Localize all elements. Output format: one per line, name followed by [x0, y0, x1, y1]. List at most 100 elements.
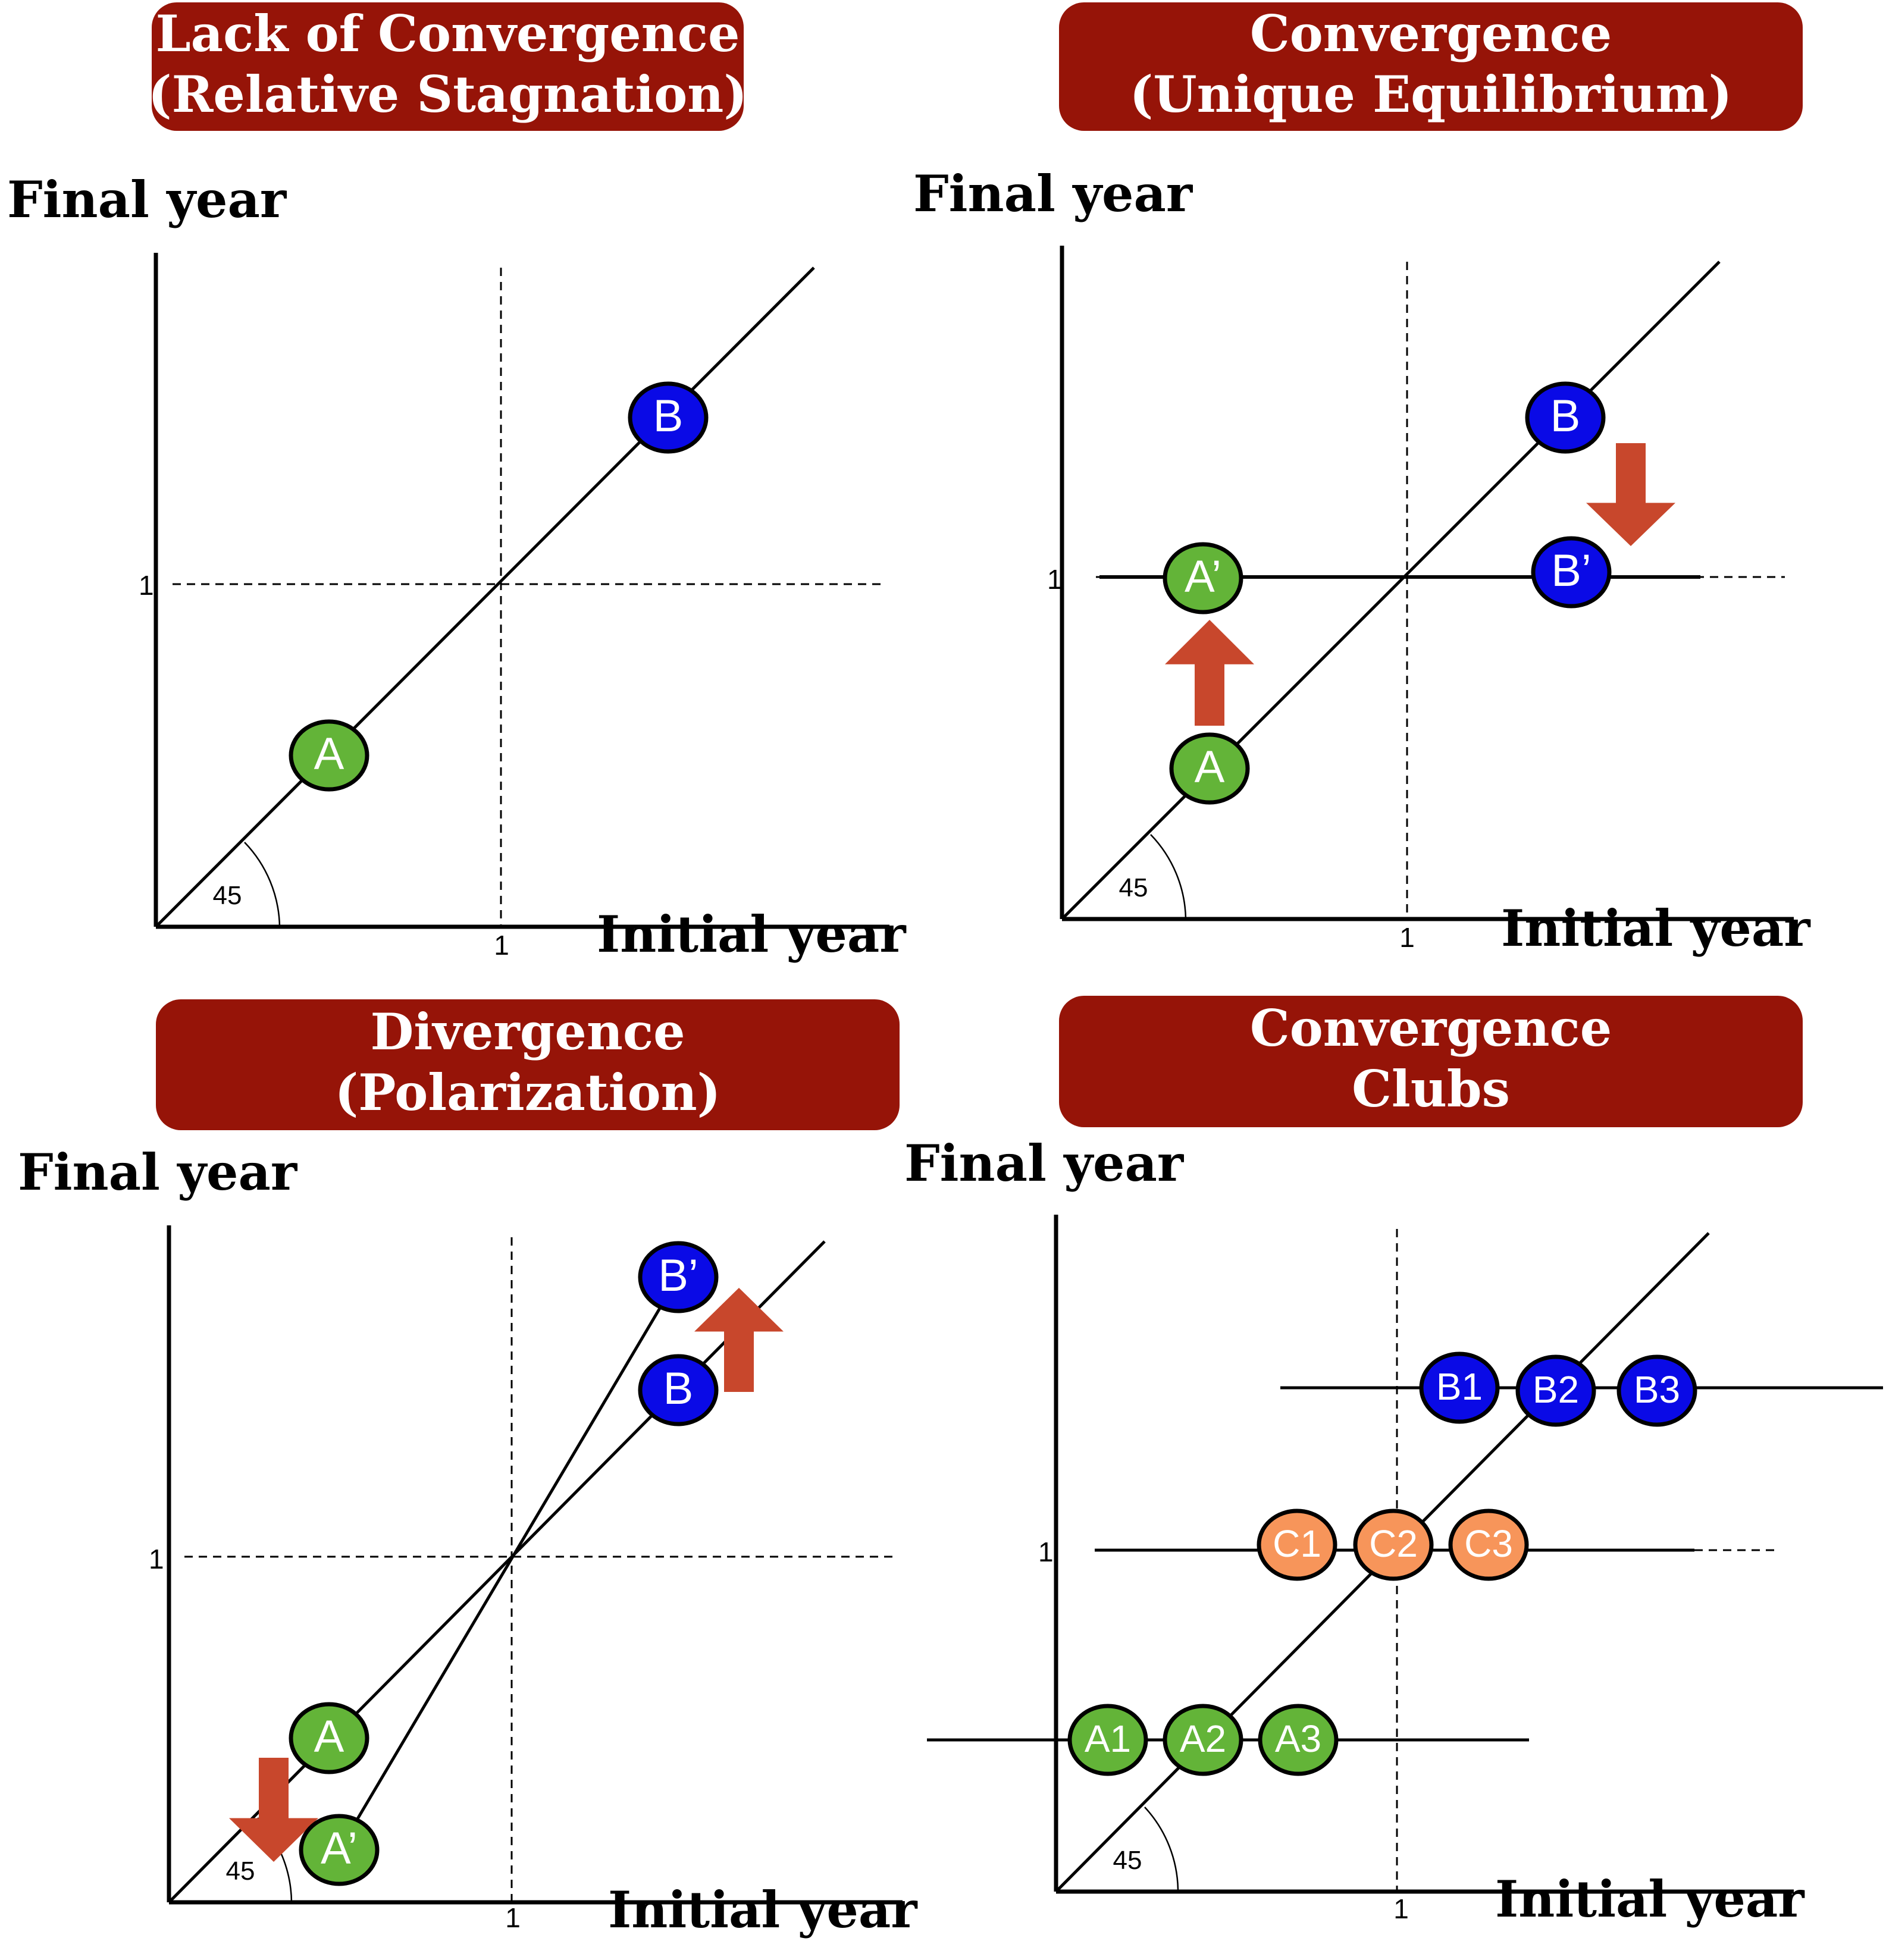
node-label: B’: [1551, 545, 1591, 596]
y-tick-label: 1: [1047, 564, 1063, 595]
node-circle: [1257, 1509, 1337, 1581]
angle-label: 45: [1113, 1846, 1142, 1875]
panel-title-box: [152, 2, 744, 131]
node-a: A: [289, 1702, 369, 1774]
node-b1: B1: [1419, 1351, 1500, 1424]
node-circle: [299, 1814, 380, 1886]
y-axis-label: Final year: [18, 1143, 298, 1202]
forty-five-degree-line: [155, 266, 815, 928]
down-arrow: [1586, 443, 1675, 546]
node-label: A’: [321, 1823, 358, 1874]
panel-divergence: Divergence(Polarization) 45 Final year Init…: [18, 999, 918, 1939]
node-circle: [1258, 1704, 1339, 1776]
x-tick-label: 1: [1399, 922, 1415, 953]
y-tick-label: 1: [149, 1544, 164, 1575]
y-tick-label: 1: [1038, 1536, 1054, 1567]
angle-label: 45: [1119, 873, 1148, 902]
node-circle: [1616, 1354, 1697, 1427]
y-axis-label: Final year: [904, 1134, 1185, 1193]
node-circle: [1353, 1509, 1434, 1581]
panel-title-line: (Relative Stagnation): [148, 65, 747, 124]
node-a: A: [1169, 732, 1250, 805]
node-label: B: [1550, 391, 1581, 441]
node-circle: [289, 1702, 369, 1774]
x-axis-label: Initial year: [608, 1880, 918, 1939]
angle-arc: [1150, 834, 1187, 920]
node-label: A: [1195, 742, 1225, 792]
angle-label: 45: [213, 881, 242, 910]
panel-lack: Lack of Convergence(Relative Stagnation)…: [7, 2, 907, 964]
angle-arc: [244, 842, 281, 927]
y-tick-label: 1: [139, 570, 154, 601]
x-tick-label: 1: [494, 930, 509, 961]
panel-convergence: Convergence(Unique Equilibrium) 45 Final y…: [913, 2, 1811, 958]
node-label: B3: [1634, 1368, 1680, 1411]
node-b3: B3: [1616, 1354, 1697, 1427]
node-circle: [1163, 1704, 1243, 1776]
node-circle: [1163, 542, 1243, 614]
node-label: C1: [1273, 1522, 1321, 1565]
node-label: C3: [1464, 1522, 1513, 1565]
node-c3: C3: [1448, 1509, 1529, 1581]
node-circle: [1067, 1704, 1148, 1776]
node-label: A1: [1085, 1717, 1131, 1760]
node-a3: A3: [1258, 1704, 1339, 1776]
panel-title-box: [1059, 996, 1803, 1127]
x-tick-label: 1: [1393, 1893, 1409, 1924]
node-circle: [1419, 1351, 1500, 1424]
node-a: A: [289, 719, 369, 792]
angle-label: 45: [226, 1856, 255, 1886]
node-circle: [1448, 1509, 1529, 1581]
panel-title-line: (Unique Equilibrium): [1130, 65, 1733, 124]
node-circle: [638, 1241, 719, 1313]
node-c1: C1: [1257, 1509, 1337, 1581]
x-axis-label: Initial year: [597, 905, 907, 964]
node-label: B: [653, 391, 684, 441]
x-tick-label: 1: [505, 1902, 521, 1933]
down-arrow: [229, 1758, 318, 1862]
panel-title-box: [156, 999, 900, 1130]
node-c2: C2: [1353, 1509, 1434, 1581]
panel-title-line: (Polarization): [335, 1063, 721, 1122]
node-b: B: [638, 1354, 719, 1426]
node-a-prime: A’: [1163, 542, 1243, 614]
node-label: B: [663, 1363, 694, 1414]
angle-arc: [1144, 1807, 1179, 1892]
node-circle: [289, 719, 369, 792]
panel-title-box: [1059, 2, 1803, 131]
node-label: C2: [1369, 1522, 1418, 1565]
up-arrow: [694, 1288, 784, 1392]
up-arrow: [1165, 620, 1254, 726]
node-a1: A1: [1067, 1704, 1148, 1776]
steep-divergence-line: [337, 1276, 680, 1851]
node-label: B2: [1533, 1368, 1579, 1411]
node-label: A: [314, 1711, 344, 1762]
node-circle: [638, 1354, 719, 1426]
x-axis-label: Initial year: [1501, 899, 1811, 958]
node-b-prime: B’: [1531, 536, 1612, 609]
node-b: B: [628, 381, 709, 454]
node-circle: [1531, 536, 1612, 609]
node-circle: [1515, 1354, 1596, 1427]
node-a2: A2: [1163, 1704, 1243, 1776]
x-axis-label: Initial year: [1495, 1870, 1805, 1928]
panel-title-line: Clubs: [1352, 1059, 1510, 1118]
node-label: B’: [658, 1250, 698, 1301]
node-b: B: [1525, 381, 1606, 454]
panel-title-line: Divergence: [370, 1002, 685, 1061]
forty-five-degree-line: [1061, 261, 1721, 920]
panel-title-line: Lack of Convergence: [156, 4, 740, 63]
node-label: A’: [1185, 551, 1221, 602]
node-circle: [1525, 381, 1606, 454]
node-b-prime: B’: [638, 1241, 719, 1313]
node-b2: B2: [1515, 1354, 1596, 1427]
node-label: A3: [1275, 1717, 1321, 1760]
node-label: A2: [1180, 1717, 1226, 1760]
y-axis-label: Final year: [7, 170, 287, 229]
node-label: A: [314, 729, 344, 779]
node-circle: [628, 381, 709, 454]
node-circle: [1169, 732, 1250, 805]
panel-title-line: Convergence: [1250, 4, 1612, 63]
